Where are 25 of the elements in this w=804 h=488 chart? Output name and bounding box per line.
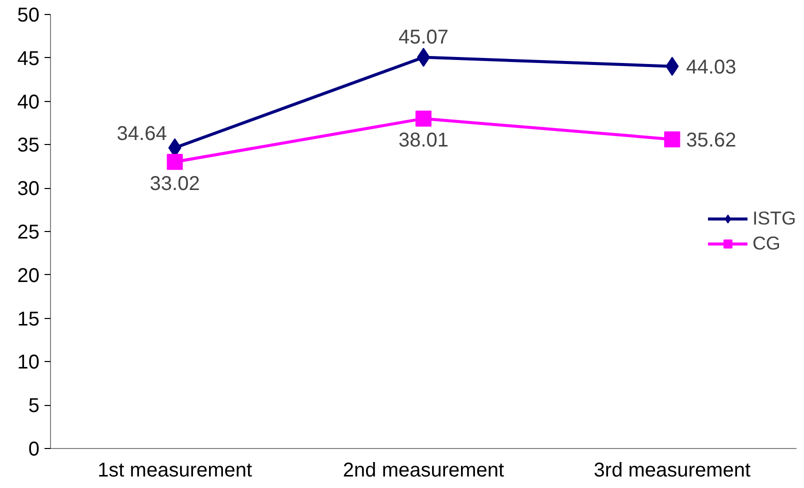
y-tick-label: 0 [28, 438, 40, 460]
data-label: 35.62 [686, 129, 736, 152]
y-tick-label: 10 [17, 352, 40, 374]
data-label: 44.03 [686, 56, 736, 78]
y-tick-label: 20 [17, 264, 40, 287]
y-tick-label: 50 [17, 4, 40, 26]
data-label: 45.07 [398, 26, 449, 48]
y-tick-label: 30 [17, 178, 40, 200]
data-label: 33.02 [150, 172, 200, 195]
x-tick-label: 2nd measurement [342, 460, 505, 482]
legend-label: CG [752, 232, 780, 254]
data-label: 38.01 [398, 130, 449, 152]
y-tick-label: 40 [17, 91, 40, 114]
point [416, 110, 432, 127]
point [166, 154, 183, 170]
y-tick-label: 25 [17, 222, 40, 244]
x-tick-label: 1st measurement [98, 460, 253, 482]
x-tick-label: 3rd measurement [594, 460, 751, 482]
point [664, 131, 680, 148]
legend-label: ISTG [752, 208, 796, 230]
y-tick-label: 5 [28, 395, 40, 418]
y-tick-label: 35 [17, 134, 40, 157]
data-label: 34.64 [116, 122, 167, 145]
y-tick-label: 15 [17, 308, 40, 330]
y-tick-label: 45 [17, 48, 40, 70]
